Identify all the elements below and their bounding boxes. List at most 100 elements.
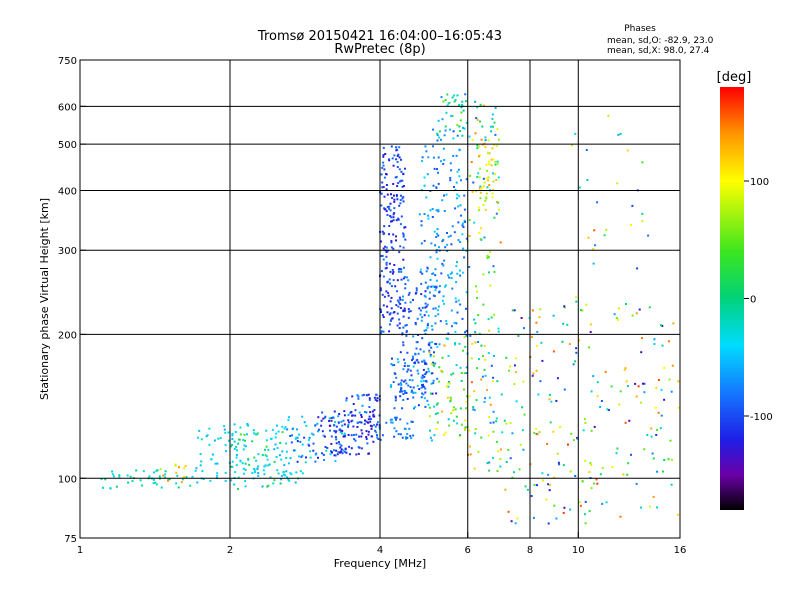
data-point xyxy=(337,451,340,453)
data-point xyxy=(663,367,666,369)
data-point xyxy=(341,429,344,432)
data-point xyxy=(425,380,428,383)
data-point xyxy=(441,118,444,121)
data-point xyxy=(572,363,575,366)
data-point xyxy=(552,430,555,433)
data-point xyxy=(373,396,376,399)
data-point xyxy=(572,439,575,442)
data-point xyxy=(381,254,384,257)
data-point xyxy=(394,416,397,419)
data-point xyxy=(365,394,368,397)
data-point xyxy=(459,434,462,437)
data-point xyxy=(441,262,444,265)
data-point xyxy=(399,307,402,309)
data-point xyxy=(410,437,413,440)
data-point xyxy=(341,452,344,455)
data-point xyxy=(445,337,448,340)
data-point xyxy=(473,467,476,470)
data-point xyxy=(617,133,620,136)
data-point xyxy=(223,428,226,431)
data-point xyxy=(429,256,432,259)
data-point xyxy=(129,475,132,478)
data-point xyxy=(421,385,424,388)
data-point xyxy=(465,291,468,294)
data-point xyxy=(520,317,523,319)
data-point xyxy=(333,429,336,432)
data-point xyxy=(199,464,202,467)
data-point xyxy=(479,167,482,170)
data-point xyxy=(541,472,544,475)
data-point xyxy=(330,419,333,422)
data-point xyxy=(429,436,432,439)
data-point xyxy=(582,429,585,432)
data-point xyxy=(619,132,622,135)
data-point xyxy=(493,121,496,124)
data-point xyxy=(471,342,474,345)
data-point xyxy=(476,147,479,150)
data-point xyxy=(216,474,219,477)
data-point xyxy=(420,396,423,399)
data-point xyxy=(427,285,430,288)
data-point xyxy=(209,479,212,482)
data-point xyxy=(118,474,121,477)
data-point xyxy=(464,93,467,96)
data-point xyxy=(429,429,431,432)
data-point xyxy=(641,337,643,339)
data-point xyxy=(253,456,256,459)
data-point xyxy=(425,150,428,153)
data-point xyxy=(448,101,451,104)
data-point xyxy=(264,454,267,457)
data-point xyxy=(410,374,413,377)
data-point xyxy=(351,414,354,417)
data-point xyxy=(431,372,434,375)
data-point xyxy=(471,138,474,141)
data-point xyxy=(437,313,440,316)
data-point xyxy=(496,162,499,165)
data-point xyxy=(398,156,401,159)
data-point xyxy=(492,180,495,183)
data-point xyxy=(444,285,447,288)
data-point xyxy=(441,356,444,359)
data-point xyxy=(441,199,444,202)
data-point xyxy=(350,410,353,413)
data-point xyxy=(545,498,548,501)
data-point xyxy=(337,421,340,424)
data-point xyxy=(395,235,397,238)
data-point xyxy=(338,451,341,454)
data-point xyxy=(353,438,356,441)
data-point xyxy=(454,342,456,345)
data-point xyxy=(478,145,481,148)
data-point xyxy=(547,483,550,486)
data-point xyxy=(412,365,415,368)
data-point xyxy=(566,323,569,326)
data-point xyxy=(184,465,187,468)
data-point xyxy=(402,185,405,187)
data-point xyxy=(367,433,370,436)
data-point xyxy=(403,266,405,269)
data-point xyxy=(383,168,386,171)
data-point xyxy=(521,406,524,409)
data-point xyxy=(239,426,242,429)
data-point xyxy=(153,471,155,474)
data-point xyxy=(589,323,592,326)
data-point xyxy=(480,344,483,347)
data-point xyxy=(373,423,375,426)
data-point xyxy=(464,426,467,429)
data-point xyxy=(415,359,418,362)
data-point xyxy=(353,433,355,436)
data-point xyxy=(477,314,480,317)
data-point xyxy=(382,164,385,167)
data-point xyxy=(167,479,169,482)
data-point xyxy=(561,340,564,343)
data-point xyxy=(102,486,104,489)
data-point xyxy=(490,164,493,167)
data-point xyxy=(468,219,471,221)
data-point xyxy=(655,434,658,436)
data-point xyxy=(135,469,138,472)
data-point xyxy=(336,453,339,456)
data-point xyxy=(445,193,448,196)
data-point xyxy=(453,100,456,103)
data-point xyxy=(398,204,401,207)
data-point xyxy=(427,217,430,220)
data-point xyxy=(408,427,411,430)
